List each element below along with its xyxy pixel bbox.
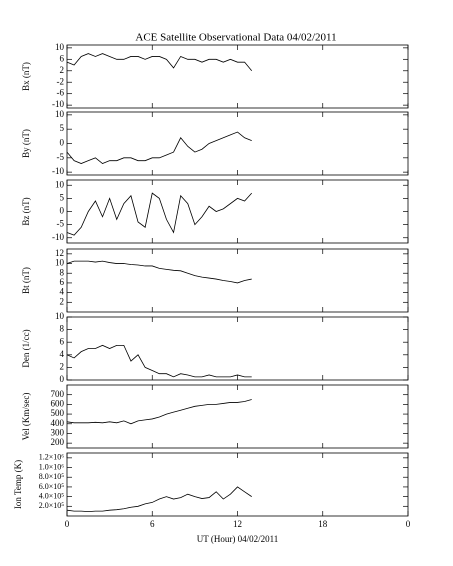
data-line: [66, 260, 252, 284]
y-tick-label: 6: [60, 277, 65, 287]
panel-frame: [66, 111, 409, 176]
data-line: [66, 486, 252, 513]
y-tick-label: 1.2×10⁶: [39, 453, 65, 462]
y-tick-label: 10: [55, 179, 65, 189]
x-tick-label: 6: [150, 519, 155, 529]
panel-frame: [66, 179, 409, 244]
y-tick-label: 0: [60, 138, 65, 148]
y-tick-label: 2: [60, 296, 65, 306]
y-tick-label: 8.0×10⁵: [39, 472, 65, 481]
panel-frame: [66, 384, 409, 449]
y-tick-label: 2.0×10⁵: [39, 501, 65, 510]
y-axis-label: Bz (nT): [21, 197, 31, 225]
y-tick-label: 2: [60, 65, 65, 75]
y-axis-label: By (nT): [21, 129, 31, 158]
x-tick-label: 0: [65, 519, 70, 529]
x-tick-label: 12: [233, 519, 242, 529]
chart-title: ACE Satellite Observational Data 04/02/2…: [135, 32, 336, 44]
y-tick-label: -5: [57, 152, 65, 162]
panel-frame: [66, 44, 409, 109]
y-tick-label: 500: [51, 408, 65, 418]
x-tick-label: 18: [318, 519, 328, 529]
y-tick-label: 5: [60, 192, 65, 202]
y-tick-label: 10: [55, 109, 65, 119]
y-tick-label: 600: [51, 398, 65, 408]
y-tick-label: -5: [57, 219, 65, 229]
y-tick-label: 0: [60, 206, 65, 216]
x-axis-label: UT (Hour) 04/02/2011: [197, 534, 279, 544]
y-axis-label: Den (1/cc): [21, 329, 31, 367]
y-tick-label: -10: [52, 166, 64, 176]
y-tick-label: 200: [51, 437, 65, 447]
y-tick-label: 10: [55, 42, 65, 52]
data-line: [66, 399, 252, 425]
x-tick-label: 0: [406, 519, 411, 529]
y-tick-label: 6: [60, 336, 65, 346]
y-tick-label: 8: [60, 267, 65, 277]
y-tick-label: 700: [51, 389, 65, 399]
y-tick-label: 300: [51, 428, 65, 438]
panel-frame: [66, 248, 409, 313]
y-tick-label: 6.0×10⁵: [39, 482, 65, 491]
data-line: [66, 192, 253, 236]
y-tick-label: 10: [55, 311, 65, 321]
y-tick-label: 10: [55, 258, 65, 268]
y-tick-label: -10: [52, 99, 64, 109]
y-axis-label: Ion Temp (K): [13, 460, 23, 509]
data-line: [66, 53, 253, 72]
y-tick-label: 5: [60, 123, 65, 133]
y-axis-label: Bt (nT): [21, 267, 31, 294]
y-tick-label: -10: [52, 232, 64, 242]
y-tick-label: 0: [60, 374, 65, 384]
y-tick-label: 6: [60, 53, 65, 63]
y-axis-label: Bx (nT): [21, 62, 31, 91]
y-tick-label: 4: [60, 349, 65, 359]
y-tick-label: 400: [51, 418, 65, 428]
y-tick-label: 4.0×10⁵: [39, 491, 65, 500]
panel-frame: [66, 452, 409, 517]
y-tick-label: 12: [55, 248, 64, 258]
data-line: [66, 131, 252, 165]
y-tick-label: 2: [60, 361, 65, 371]
y-tick-label: -2: [57, 76, 65, 86]
y-axis-label: Vel (Km/sec): [21, 393, 31, 441]
y-tick-label: -6: [57, 88, 65, 98]
data-line: [66, 344, 252, 378]
y-tick-label: 1.0×10⁶: [39, 462, 65, 471]
y-tick-label: 8: [60, 324, 65, 334]
y-tick-label: 4: [60, 287, 65, 297]
panel-frame: [66, 316, 409, 381]
